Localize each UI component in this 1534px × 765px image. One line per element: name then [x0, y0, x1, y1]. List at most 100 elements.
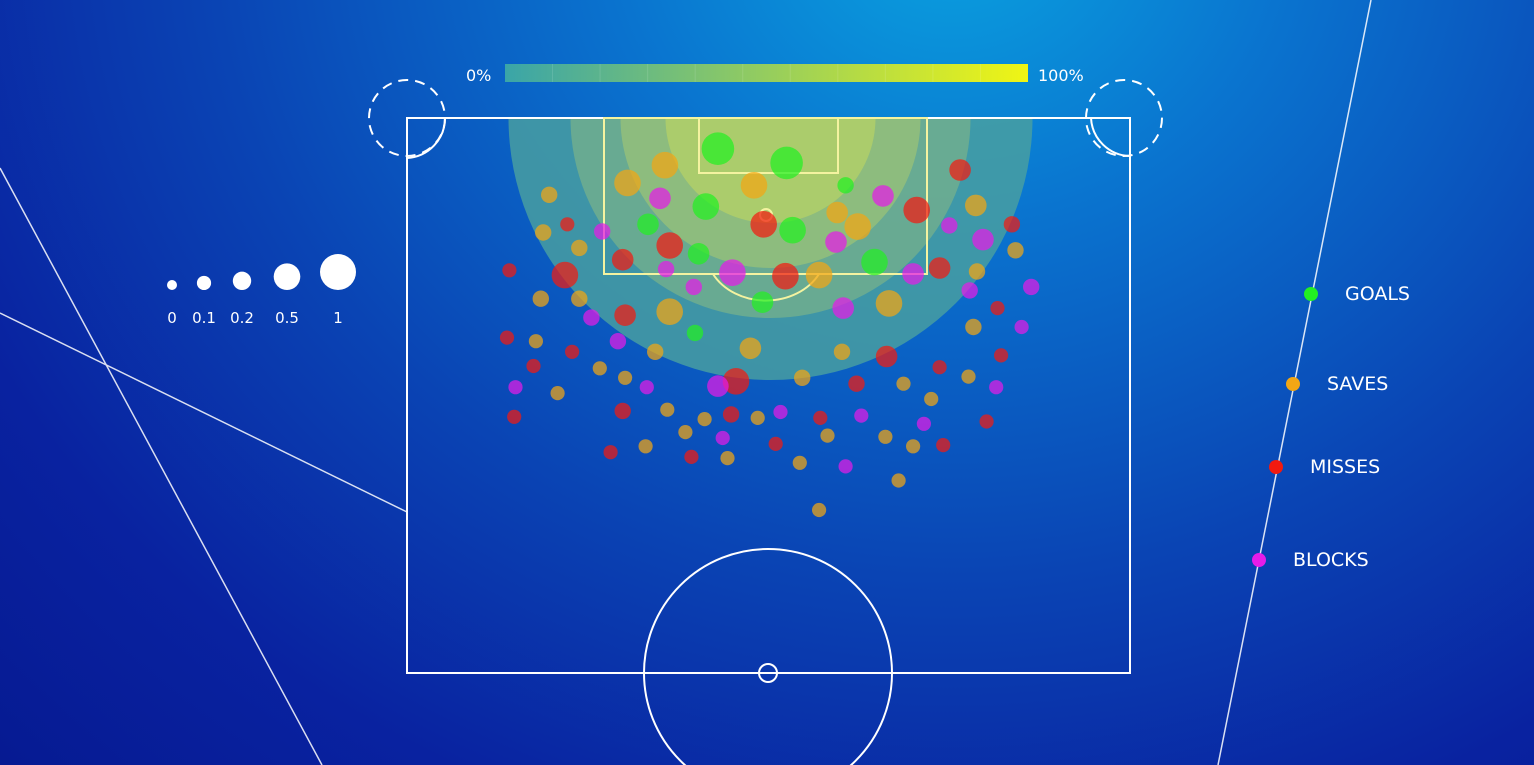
- shot-point-misses: [551, 261, 579, 289]
- shot-point-blocks: [707, 375, 729, 397]
- size-legend-circle: [167, 280, 177, 290]
- shot-point-misses: [684, 449, 699, 464]
- shot-point-misses: [560, 217, 575, 232]
- shot-point-goals: [770, 146, 803, 180]
- shot-point-misses: [565, 344, 580, 359]
- legend-label-blocks: BLOCKS: [1293, 549, 1369, 571]
- shot-point-saves: [697, 412, 712, 427]
- shot-point-misses: [813, 410, 828, 425]
- size-legend-label: 0.5: [275, 309, 299, 327]
- shot-point-saves: [638, 439, 653, 454]
- shot-point-blocks: [1022, 278, 1040, 296]
- shot-point-saves: [571, 290, 588, 307]
- corner-arc-right: [1090, 117, 1131, 157]
- size-legend-circle: [273, 263, 301, 290]
- shot-point-misses: [499, 330, 515, 345]
- center-spot: [758, 663, 778, 683]
- shot-point-blocks: [916, 416, 932, 431]
- shot-point-misses: [932, 360, 947, 375]
- outcome-legend: GOALS SAVES MISSES BLOCKS: [1252, 283, 1410, 571]
- size-legend-label: 1: [333, 309, 343, 327]
- shot-point-saves: [844, 213, 871, 240]
- shot-point-blocks: [832, 297, 854, 319]
- colorbar-gradient: [505, 64, 1028, 82]
- shot-point-saves: [833, 343, 851, 360]
- shot-point-saves: [792, 455, 807, 470]
- size-legend-label: 0.2: [230, 309, 254, 327]
- shot-point-goals: [637, 213, 659, 236]
- shot-point-misses: [614, 304, 636, 327]
- shot-point-saves: [820, 428, 835, 443]
- legend-label-misses: MISSES: [1310, 456, 1380, 478]
- shot-point-blocks: [989, 380, 1004, 395]
- shot-point-saves: [571, 239, 588, 257]
- shot-point-goals: [692, 193, 720, 220]
- shot-point-saves: [875, 290, 903, 317]
- legend-marker-saves: [1286, 377, 1300, 391]
- shot-point-saves: [528, 334, 544, 349]
- shot-point-saves: [1007, 242, 1024, 259]
- shot-point-blocks: [854, 408, 869, 423]
- center-circle: [643, 548, 893, 765]
- shot-point-misses: [928, 257, 951, 279]
- shot-point-saves: [532, 290, 549, 307]
- shot-point-goals: [751, 291, 774, 314]
- shot-point-goals: [687, 243, 710, 265]
- shot-point-saves: [878, 429, 893, 444]
- shot-point-saves: [651, 151, 679, 179]
- colorbar: 0% 100%: [466, 64, 1084, 85]
- shot-point-saves: [618, 370, 633, 385]
- shot-point-blocks: [773, 404, 788, 420]
- shot-point-misses: [949, 159, 971, 181]
- legend-marker-blocks: [1252, 553, 1266, 567]
- shot-point-goals: [861, 248, 888, 276]
- shot-point-blocks: [583, 309, 600, 326]
- shot-point-misses: [502, 263, 517, 278]
- corner-dashed-left: [368, 79, 446, 157]
- colorbar-max-label: 100%: [1038, 66, 1084, 85]
- shot-points: [499, 132, 1040, 518]
- legend-label-goals: GOALS: [1345, 283, 1410, 305]
- shot-point-saves: [924, 391, 939, 407]
- shot-point-misses: [936, 438, 951, 453]
- shot-point-saves: [614, 169, 641, 197]
- shot-point-saves: [739, 337, 762, 360]
- shot-point-saves: [891, 473, 906, 488]
- shot-point-saves: [750, 410, 765, 425]
- shot-point-saves: [541, 186, 558, 203]
- size-legend-circle: [320, 254, 356, 290]
- shot-point-blocks: [838, 459, 853, 474]
- shot-point-saves: [656, 298, 683, 326]
- shot-point-blocks: [972, 228, 994, 251]
- shot-point-misses: [722, 368, 750, 395]
- shot-point-blocks: [639, 380, 654, 395]
- shot-point-misses: [603, 445, 618, 460]
- shot-point-misses: [768, 436, 783, 451]
- shot-point-saves: [812, 502, 827, 518]
- shot-point-misses: [722, 406, 740, 423]
- shot-point-blocks: [508, 380, 523, 395]
- size-legend-label: 0.1: [192, 309, 216, 327]
- shot-point-blocks: [719, 259, 746, 287]
- shot-point-saves: [720, 451, 735, 466]
- shot-point-saves: [740, 172, 768, 199]
- shot-point-saves: [678, 425, 693, 440]
- colorbar-min-label: 0%: [466, 66, 491, 85]
- shot-point-blocks: [594, 223, 611, 240]
- shot-point-misses: [507, 409, 522, 424]
- shot-point-goals: [837, 177, 854, 194]
- size-legend-label: 0: [167, 309, 177, 327]
- shot-point-goals: [701, 132, 735, 165]
- shot-point-misses: [994, 348, 1009, 363]
- shot-point-misses: [903, 196, 930, 224]
- shot-point-saves: [550, 386, 565, 401]
- shot-point-misses: [611, 248, 634, 271]
- shot-point-saves: [660, 402, 675, 417]
- shot-point-misses: [526, 358, 541, 374]
- shot-point-misses: [979, 414, 994, 429]
- shot-point-saves: [896, 376, 911, 391]
- shot-point-misses: [990, 301, 1005, 316]
- shot-point-misses: [656, 232, 683, 259]
